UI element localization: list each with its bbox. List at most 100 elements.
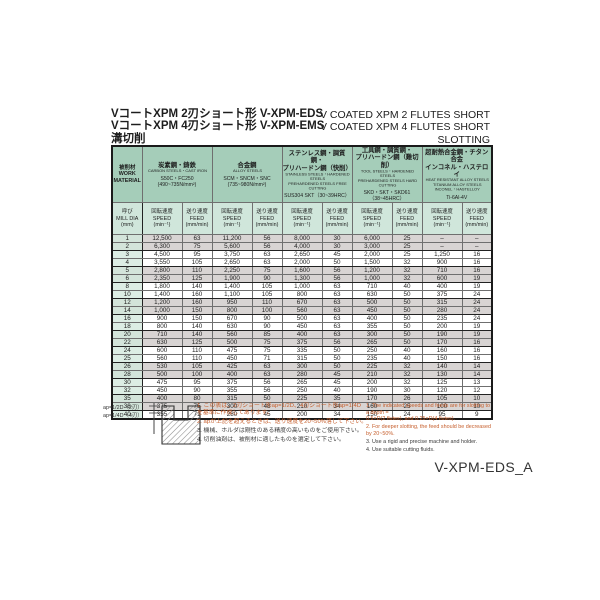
feed-cell: 40 <box>391 346 423 356</box>
feed-cell: 85 <box>251 330 283 340</box>
mill-dia-cell: 28 <box>111 370 143 380</box>
feed-cell: 95 <box>181 250 213 260</box>
speed-cell: 1,900 <box>211 274 253 284</box>
mill-dia-cell: 8 <box>111 282 143 292</box>
speed-cell: 8,000 <box>281 234 323 244</box>
speed-cell: 375 <box>211 378 253 388</box>
table-row: 10 1,400 160 1,100 105 800 63 630 50 375 24 <box>111 290 493 300</box>
feed-cell: 63 <box>251 362 283 372</box>
material-en: ALLOY STEELS <box>232 168 262 174</box>
speed-cell: 710 <box>421 266 463 276</box>
title-jp-line3: 溝切削 <box>111 132 146 145</box>
feed-cell: 50 <box>391 298 423 308</box>
feed-cell: 25 <box>391 250 423 260</box>
speed-cell: 3,000 <box>351 242 393 252</box>
feed-cell: 56 <box>251 234 283 244</box>
feed-cell: 30 <box>321 234 353 244</box>
speed-cell: 1,300 <box>281 274 323 284</box>
material-jp: 工具鋼・調質鋼・ プリハードン鋼（難切削） <box>355 147 419 169</box>
title-block-japanese: VコートXPM 2刃ショート形 V-XPM-EDS VコートXPM 4刃ショート… <box>111 108 324 145</box>
speed-cell: 355 <box>351 322 393 332</box>
mill-dia-cell: 14 <box>111 306 143 316</box>
speed-cell: 3,550 <box>141 258 183 268</box>
speed-cell: 190 <box>351 386 393 396</box>
feed-cell: 56 <box>251 386 283 396</box>
depth-label-4flutes: ap=1/4D（4刃） <box>103 413 143 420</box>
speed-cell: 5,600 <box>211 242 253 252</box>
speed-cell: 2,800 <box>141 266 183 276</box>
feed-cell: 63 <box>251 250 283 260</box>
title-block-english: V COATED XPM 2 FLUTES SHORT V COATED XPM… <box>320 109 490 146</box>
speed-cell: 150 <box>421 354 463 364</box>
work-material-header: 被削材 WORK MATERIAL <box>111 145 143 204</box>
speed-cell: 950 <box>211 298 253 308</box>
material-jp: 合金鋼 <box>237 161 257 169</box>
title-en-line3: SLOTTING <box>437 133 490 146</box>
feed-cell: 10 <box>461 394 493 404</box>
speed-cell: 12,500 <box>141 234 183 244</box>
mill-dia-cell: 4 <box>111 258 143 268</box>
speed-cell: 2,650 <box>281 250 323 260</box>
speed-cell: 200 <box>421 322 463 332</box>
feed-cell: 71 <box>251 354 283 364</box>
speed-cell: 300 <box>351 330 393 340</box>
mill-dia-cell: 3 <box>111 250 143 260</box>
material-header-alloy-steels: 合金鋼 ALLOY STEELS SCM・SNCM・SNC (735~980N/… <box>211 145 283 204</box>
feed-cell: 63 <box>251 370 283 380</box>
speed-cell: 160 <box>421 346 463 356</box>
feed-cell: 45 <box>321 250 353 260</box>
material-spec: SKD・SKT・SKD61（38~45HRC） <box>363 190 411 203</box>
speed-cell: 280 <box>281 370 323 380</box>
feed-cell: 75 <box>251 266 283 276</box>
feed-cell: 90 <box>181 386 213 396</box>
mill-dia-header: 呼び MILL DIA (mm) <box>111 202 143 236</box>
note-line: 4. 切削油剤は、被削材に適したものを選定して下さい。 <box>197 436 345 443</box>
feed-cell: 32 <box>391 370 423 380</box>
speed-cell: 1,200 <box>351 266 393 276</box>
title-en-line2: V COATED XPM 4 FLUTES SHORT <box>320 121 490 134</box>
speed-cell: 500 <box>351 298 393 308</box>
speed-cell: 450 <box>281 322 323 332</box>
feed-cell: 45 <box>321 378 353 388</box>
speed-cell: 1,000 <box>351 274 393 284</box>
material-en: CARBON STEELS・CAST IRON <box>147 168 207 174</box>
speed-cell: 265 <box>351 338 393 348</box>
speed-header: 回転速度 SPEED (min⁻¹) <box>141 202 183 236</box>
feed-cell: 50 <box>391 338 423 348</box>
note-line: 3. Use a rigid and precise machine and h… <box>366 439 478 446</box>
mill-dia-cell: 32 <box>111 386 143 396</box>
feed-cell: 32 <box>391 274 423 284</box>
speed-cell: 630 <box>351 290 393 300</box>
feed-cell: 32 <box>391 362 423 372</box>
feed-header: 送り速度 FEED (mm/min) <box>251 202 283 236</box>
speed-cell: 225 <box>351 362 393 372</box>
speed-cell: 530 <box>141 362 183 372</box>
table-row: 1 12,500 63 11,200 56 8,000 30 6,000 25– – <box>111 234 493 244</box>
material-header-heat-resistant: 超耐熱合金鋼・チタン合金 インコネル・ハステロイ HEAT RESISTANT … <box>421 145 493 204</box>
speed-cell: 560 <box>141 354 183 364</box>
table-row: 3 4,500 95 3,750 63 2,650 45 2,000 25 1,250 16 <box>111 250 493 260</box>
feed-cell: 56 <box>251 242 283 252</box>
feed-header: 送り速度 FEED (mm/min) <box>461 202 493 236</box>
speed-cell: 2,650 <box>211 258 253 268</box>
feed-cell: 10 <box>461 402 493 412</box>
speed-cell: 600 <box>421 274 463 284</box>
speed-cell: 450 <box>141 386 183 396</box>
speed-feed-table: 被削材 WORK MATERIAL 炭素鋼・鋳鉄 CARBON STEELS・C… <box>111 145 493 421</box>
feed-cell: 24 <box>461 298 493 308</box>
feed-cell: 19 <box>461 274 493 284</box>
feed-cell: 56 <box>321 266 353 276</box>
material-jp: ステンレス鋼・調質鋼・ プリハードン鋼（快削） <box>282 150 352 172</box>
speed-cell: 2,000 <box>281 258 323 268</box>
mill-dia-cell: 26 <box>111 362 143 372</box>
feed-cell: 110 <box>181 266 213 276</box>
feed-cell: 63 <box>321 330 353 340</box>
speed-cell: 225 <box>281 394 323 404</box>
material-jp: 超耐熱合金鋼・チタン合金 インコネル・ハステロイ <box>425 148 489 178</box>
speed-cell: 900 <box>421 258 463 268</box>
speed-cell: 475 <box>141 378 183 388</box>
feed-cell: 50 <box>391 306 423 316</box>
speed-cell: 670 <box>211 314 253 324</box>
note-line: 2. apが上記を超えるときは、送り速度を20~50%落して下さい。 <box>197 419 368 425</box>
note-line: 2. For deeper slotting, the feed should … <box>366 424 491 437</box>
